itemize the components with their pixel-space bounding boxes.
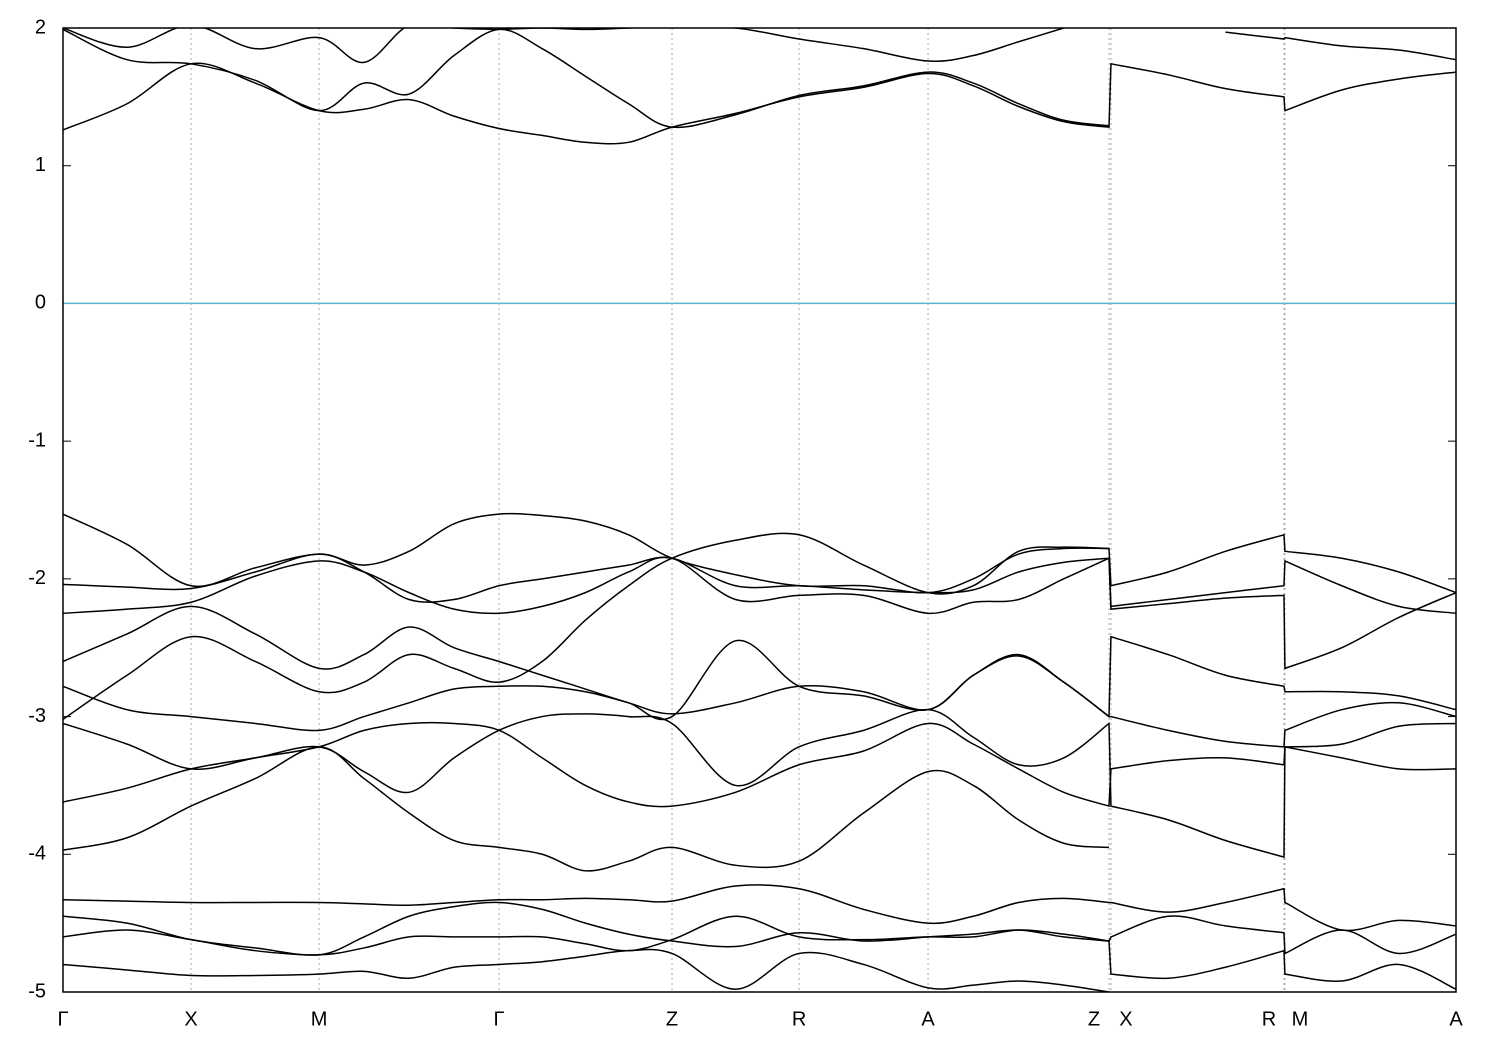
band-line bbox=[63, 605, 1456, 719]
x-tick-label: A bbox=[921, 1008, 935, 1030]
y-tick-label: -2 bbox=[28, 567, 46, 589]
band-line bbox=[63, 948, 1110, 992]
band-line bbox=[63, 884, 1456, 932]
x-tick-label: Z bbox=[666, 1008, 678, 1030]
band-line bbox=[63, 746, 1110, 872]
x-tick-label: X bbox=[184, 1008, 197, 1030]
plot-area bbox=[63, 28, 1456, 992]
x-tick-label: Z bbox=[1088, 1008, 1100, 1030]
x-tick-label: R bbox=[1262, 1008, 1276, 1030]
band-line bbox=[63, 556, 1456, 670]
band-line bbox=[63, 28, 1456, 129]
y-tick-label: 1 bbox=[35, 154, 46, 176]
band-line bbox=[63, 639, 1456, 748]
y-tick-label: -4 bbox=[28, 843, 46, 865]
x-tick-label: Γ bbox=[57, 1008, 68, 1030]
x-tick-label: M bbox=[1292, 1008, 1309, 1030]
x-tick-label: R bbox=[792, 1008, 806, 1030]
x-tick-label: A bbox=[1449, 1008, 1463, 1030]
y-tick-label: 2 bbox=[35, 16, 46, 38]
y-tick-label: -5 bbox=[28, 980, 46, 1002]
y-tick-label: 0 bbox=[35, 292, 46, 314]
band-line bbox=[63, 553, 1456, 615]
x-tick-label: M bbox=[311, 1008, 328, 1030]
band-line bbox=[63, 532, 1110, 720]
y-tick-label: -1 bbox=[28, 429, 46, 451]
x-tick-label: X bbox=[1119, 1008, 1132, 1030]
plot-frame bbox=[62, 27, 1457, 993]
band-line bbox=[63, 915, 1456, 990]
x-tick-label: Γ bbox=[494, 1008, 505, 1030]
y-tick-label: -3 bbox=[28, 705, 46, 727]
